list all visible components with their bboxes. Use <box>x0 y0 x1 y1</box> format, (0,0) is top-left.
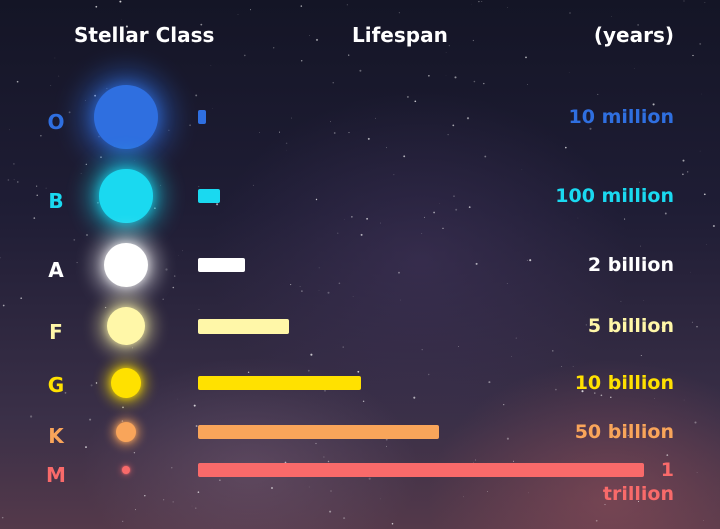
lifespan-bar-b <box>198 189 221 203</box>
lifespan-value-f: 5 billion <box>587 315 674 337</box>
lifespan-bar-f <box>198 318 290 334</box>
lifespan-value-a: 2 billion <box>587 254 674 276</box>
star-b <box>99 169 153 223</box>
lifespan-bar-m <box>198 463 644 477</box>
lifespan-value-g: 10 billion <box>574 372 674 394</box>
star-m <box>121 465 131 475</box>
lifespan-value-m: 1 trillion <box>602 459 674 505</box>
header-lifespan: Lifespan <box>352 23 448 47</box>
header-years: (years) <box>593 23 674 47</box>
lifespan-bar-a <box>198 258 245 272</box>
header-stellar-class: Stellar Class <box>74 23 215 47</box>
star-k <box>115 421 137 443</box>
lifespan-value-o: 10 million <box>568 106 674 128</box>
star-o <box>94 85 158 149</box>
lifespan-bar-o <box>198 110 206 124</box>
star-g <box>110 367 142 399</box>
lifespan-bar-k <box>198 425 439 439</box>
star-a <box>103 242 149 288</box>
star-f <box>106 306 146 346</box>
lifespan-bar-g <box>198 376 361 390</box>
lifespan-value-b: 100 million <box>555 185 674 207</box>
lifespan-value-k: 50 billion <box>574 421 674 443</box>
